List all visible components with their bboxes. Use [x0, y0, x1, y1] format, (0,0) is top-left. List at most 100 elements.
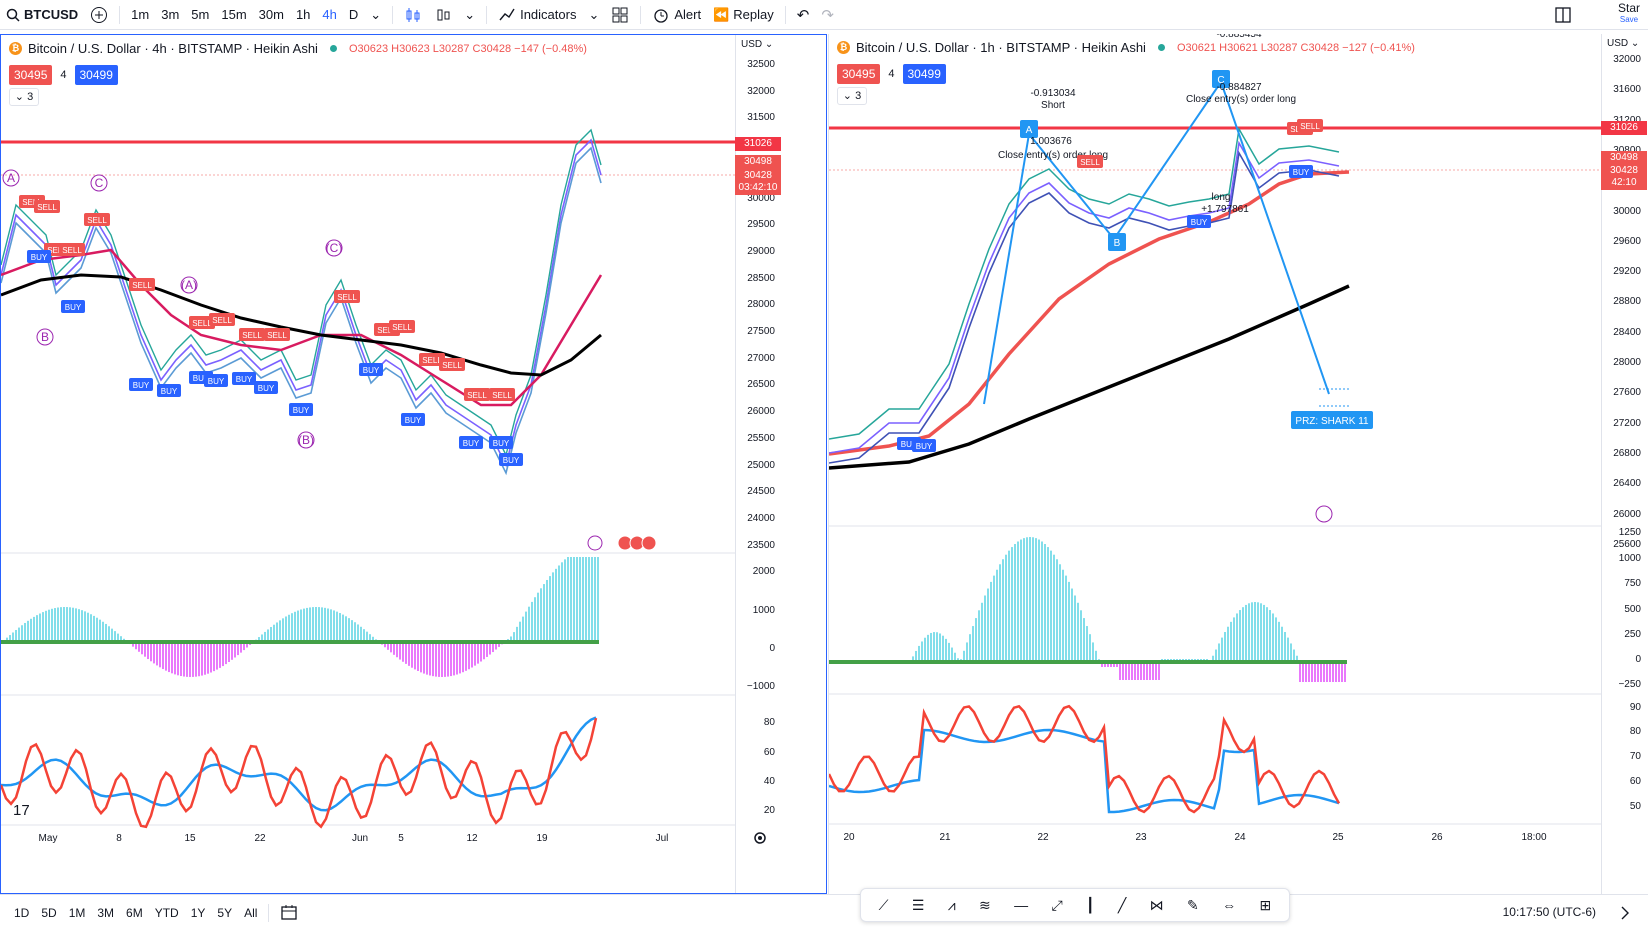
- oscillator-bar: [474, 642, 476, 666]
- symbol-search[interactable]: BTCUSD: [0, 0, 84, 30]
- range-ytd[interactable]: YTD: [154, 906, 179, 920]
- oscillator-bar: [528, 606, 530, 642]
- price-axis[interactable]: USD ⌄ 3200031600312003080030400300002960…: [1601, 34, 1647, 894]
- indicators-button[interactable]: Indicators: [492, 0, 582, 30]
- star-label: Star: [1617, 1, 1640, 15]
- oscillator-bar: [267, 629, 269, 642]
- undo-icon: ↶: [796, 6, 810, 24]
- buy-price-button[interactable]: 30499: [74, 65, 118, 85]
- chart-style-button[interactable]: [428, 0, 458, 30]
- oscillator-bar: [486, 642, 488, 657]
- chart-type-button[interactable]: [398, 0, 428, 30]
- interval-15m[interactable]: 15m: [221, 7, 247, 22]
- ema-fast-line: [829, 140, 1340, 454]
- oscillator-bar: [1338, 662, 1340, 682]
- currency-selector[interactable]: USD ⌄: [1607, 38, 1640, 49]
- xabcd-tool-icon[interactable]: ⋈: [1149, 896, 1164, 913]
- chart-panel-left[interactable]: A B C (A) (B) (C) SELL SELL SELL SELL SELL SELL SELL…: [0, 34, 827, 894]
- annotation-label: Short: [1041, 100, 1065, 111]
- range-1y[interactable]: 1Y: [190, 906, 206, 920]
- oscillator-bar: [1227, 626, 1229, 662]
- pattern-point-marker: [1108, 233, 1126, 251]
- oscillator-bar: [84, 611, 86, 642]
- oscillator-bar: [927, 634, 929, 662]
- oscillator-bar: [354, 622, 356, 642]
- range-5d[interactable]: 5D: [41, 906, 57, 920]
- annotation-label: Close entry(s) order long: [998, 150, 1108, 161]
- oscillator-bar: [42, 612, 44, 642]
- range-6m[interactable]: 6M: [126, 906, 143, 920]
- interval-1h[interactable]: 1h: [295, 7, 311, 22]
- range-all[interactable]: All: [244, 906, 258, 920]
- oscillator-bar: [231, 642, 233, 660]
- layout-split-button[interactable]: [1548, 0, 1578, 30]
- range-1m[interactable]: 1M: [68, 906, 86, 920]
- star-save-button[interactable]: Star Save: [1618, 2, 1640, 26]
- price-series: [829, 126, 1340, 440]
- price-axis[interactable]: USD ⌄ 3250032000315003100030500300002950…: [735, 35, 781, 893]
- oscillator-bar: [1005, 554, 1007, 662]
- fullscreen-button[interactable]: [1616, 904, 1634, 925]
- oscillator-bar: [408, 642, 410, 666]
- oscillator-bar: [1284, 632, 1286, 662]
- alert-label: Alert: [674, 7, 702, 22]
- pattern-tool-icon[interactable]: ⩘: [947, 896, 956, 913]
- collapse-indicators-button[interactable]: ⌄ 3: [837, 87, 867, 105]
- buy-price-button[interactable]: 30499: [902, 64, 946, 84]
- chart-style-dropdown[interactable]: ⌄: [458, 0, 481, 30]
- price-tick-label: 32000: [747, 85, 775, 97]
- interval-dropdown[interactable]: ⌄: [364, 0, 387, 30]
- sell-price-button[interactable]: 30495: [9, 65, 53, 85]
- elliott-tool-icon[interactable]: ≋: [979, 896, 991, 913]
- collapse-indicators-button[interactable]: ⌄ 3: [9, 88, 39, 106]
- buy-signal: [157, 384, 181, 397]
- brush-tool-icon[interactable]: ✎: [1187, 896, 1199, 913]
- line-tool-icon[interactable]: ╱: [1117, 896, 1127, 913]
- oscillator-bar: [1041, 541, 1043, 662]
- currency-selector[interactable]: USD ⌄: [741, 39, 774, 50]
- indicators-dropdown[interactable]: ⌄: [582, 0, 605, 30]
- goto-date-button[interactable]: [280, 903, 298, 924]
- oscillator-bar: [546, 579, 548, 642]
- interval-4h[interactable]: 4h: [322, 7, 337, 22]
- position-tool-icon[interactable]: ⊞: [1259, 896, 1272, 913]
- oscillator-bar: [429, 642, 431, 676]
- interval-3m[interactable]: 3m: [161, 7, 180, 22]
- layout-button[interactable]: [605, 0, 635, 30]
- time-axis-label: Jul: [656, 833, 669, 844]
- compare-button[interactable]: [84, 0, 114, 30]
- left-chart-canvas[interactable]: ABC(A)(B)(C)SELLSELLSELLSELLSELLSELLSELL…: [1, 35, 781, 893]
- redo-button[interactable]: ↷: [815, 0, 840, 30]
- range-3m[interactable]: 3M: [97, 906, 115, 920]
- undo-button[interactable]: ↶: [791, 0, 816, 30]
- oscillator-bar: [540, 588, 542, 642]
- trend-tool-icon[interactable]: ⟋: [878, 896, 889, 913]
- settings-button[interactable]: [753, 831, 767, 848]
- replay-button[interactable]: ⏪ Replay: [707, 0, 780, 30]
- oscillator-bar: [480, 642, 482, 662]
- fib-tool-icon[interactable]: ☰: [911, 896, 925, 913]
- oscillator-bar: [1014, 544, 1016, 662]
- oscillator-bar: [1287, 637, 1289, 662]
- alert-button[interactable]: Alert: [646, 0, 707, 30]
- clock[interactable]: 10:17:50 (UTC-6): [1502, 905, 1596, 919]
- measure-tool-icon[interactable]: ⇔: [1222, 897, 1237, 913]
- chart-title[interactable]: Bitcoin / U.S. Dollar · 4h · BITSTAMP · …: [28, 41, 318, 56]
- oscillator-bar: [243, 642, 245, 651]
- interval-5m[interactable]: 5m: [191, 7, 210, 22]
- interval-30m[interactable]: 30m: [258, 7, 284, 22]
- bars-tool-icon[interactable]: ┃: [1086, 896, 1095, 913]
- sell-price-button[interactable]: 30495: [837, 64, 881, 84]
- ray-tool-icon[interactable]: ⤢: [1051, 896, 1063, 913]
- chart-title[interactable]: Bitcoin / U.S. Dollar · 1h · BITSTAMP · …: [856, 40, 1146, 55]
- chart-panel-right[interactable]: A B C PRZ: SHARK 11 -0.913034 Short 1.003676 Cl…: [828, 34, 1648, 894]
- oscillator-bar: [585, 557, 587, 642]
- range-1d[interactable]: 1D: [14, 906, 30, 920]
- oscillator-bar: [1293, 649, 1295, 662]
- interval-1m[interactable]: 1m: [131, 7, 150, 22]
- range-5y[interactable]: 5Y: [217, 906, 233, 920]
- horizontal-line-icon[interactable]: —: [1014, 897, 1029, 913]
- oscillator-bar: [351, 620, 353, 642]
- interval-d[interactable]: D: [348, 7, 359, 22]
